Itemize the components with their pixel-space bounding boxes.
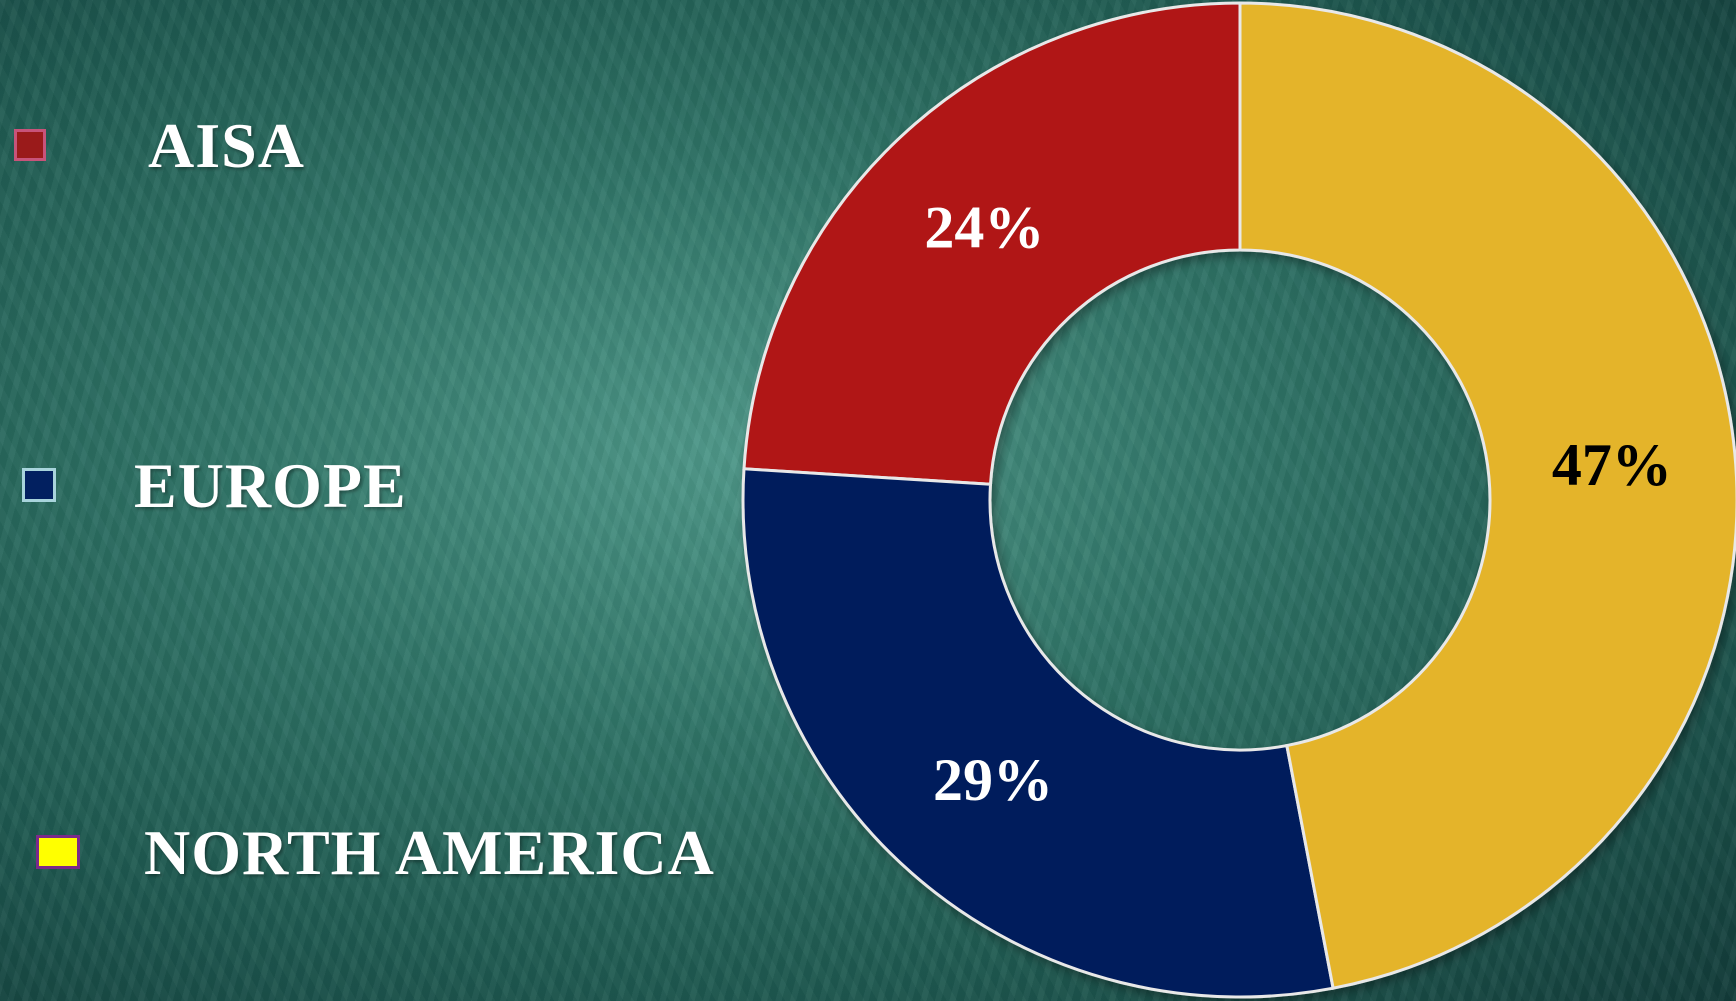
legend-label-europe: EUROPE xyxy=(134,450,407,521)
data-label-north-america: 47% xyxy=(1552,432,1672,498)
legend-swatch-aisa xyxy=(14,129,46,161)
legend-swatch-europe xyxy=(22,468,56,502)
data-label-europe: 29% xyxy=(933,747,1053,813)
slice-north-america xyxy=(1238,1,1736,990)
legend-label-aisa: AISA xyxy=(148,110,305,181)
slice-aisa xyxy=(742,1,1242,486)
legend-swatch-north-america xyxy=(36,835,80,869)
legend-item-aisa: AISA xyxy=(14,110,304,181)
legend-label-north-america: NORTH AMERICA xyxy=(144,817,715,888)
slice-europe xyxy=(741,467,1335,999)
legend-item-europe: EUROPE xyxy=(22,450,406,521)
legend-item-north-america: NORTH AMERICA xyxy=(36,817,714,888)
data-label-aisa: 24% xyxy=(924,195,1044,261)
